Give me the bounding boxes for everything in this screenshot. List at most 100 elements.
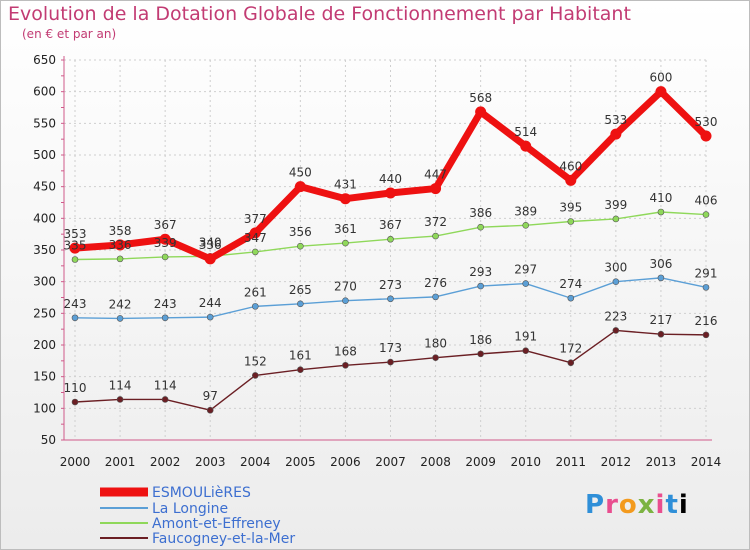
data-point	[387, 295, 394, 303]
data-label: 114	[154, 378, 177, 392]
data-point	[477, 223, 484, 231]
x-tick-label: 2011	[556, 455, 587, 469]
data-point	[342, 239, 349, 247]
data-point	[522, 222, 530, 229]
data-point	[520, 140, 532, 152]
legend-label: ESMOULièRES	[152, 485, 251, 501]
y-tick-label: 450	[33, 180, 56, 194]
data-point	[477, 282, 484, 290]
x-tick-label: 2014	[691, 455, 722, 469]
data-point	[567, 359, 575, 367]
x-tick-label: 2003	[195, 455, 226, 469]
data-label: 353	[64, 227, 87, 241]
data-point	[249, 227, 261, 239]
x-tick-label: 2004	[240, 455, 271, 469]
data-point	[297, 366, 304, 374]
data-label: 347	[244, 231, 267, 245]
data-point	[251, 248, 259, 256]
logo-letter: i	[655, 490, 666, 520]
logo-letter: t	[665, 490, 679, 520]
data-label: 291	[695, 266, 718, 280]
data-label: 335	[64, 239, 87, 253]
data-label: 356	[289, 225, 312, 239]
data-label: 361	[334, 222, 357, 236]
data-point	[387, 358, 394, 366]
data-point	[432, 293, 439, 301]
data-label: 600	[649, 71, 672, 85]
data-label: 533	[604, 113, 627, 127]
data-point	[71, 398, 79, 406]
data-label: 270	[334, 280, 357, 294]
data-point	[385, 187, 396, 199]
data-point	[297, 300, 304, 308]
y-tick-label: 350	[33, 243, 56, 257]
data-label: 265	[289, 283, 312, 297]
data-label: 367	[379, 218, 402, 232]
y-tick-label: 400	[33, 211, 56, 225]
data-point	[567, 218, 575, 225]
data-label: 173	[379, 341, 402, 355]
data-label: 243	[154, 297, 177, 311]
data-label: 244	[199, 296, 222, 310]
data-label: 161	[289, 349, 312, 363]
data-label: 243	[64, 297, 87, 311]
data-point	[655, 86, 667, 98]
y-tick-label: 100	[33, 401, 56, 415]
data-label: 389	[514, 204, 537, 218]
x-tick-label: 2010	[510, 455, 541, 469]
data-point	[612, 278, 620, 285]
data-label: 172	[559, 342, 582, 356]
data-label: 447	[424, 168, 447, 182]
data-label: 217	[649, 313, 672, 327]
data-label: 336	[199, 238, 222, 252]
data-point	[522, 280, 530, 287]
data-label: 300	[604, 261, 627, 275]
data-label: 367	[154, 218, 177, 232]
data-point	[387, 235, 394, 243]
data-label: 114	[109, 378, 132, 392]
logo-letter: x	[637, 490, 656, 520]
data-point	[339, 193, 351, 205]
data-label: 336	[109, 238, 132, 252]
data-label: 568	[469, 91, 492, 105]
data-point	[612, 215, 620, 223]
logo-letter: i	[678, 490, 689, 520]
x-tick-label: 2001	[105, 455, 136, 469]
data-point	[116, 396, 124, 403]
x-tick-label: 2013	[646, 455, 677, 469]
data-label: 110	[64, 381, 87, 395]
y-tick-label: 550	[33, 116, 56, 130]
data-point	[159, 233, 171, 245]
x-tick-label: 2000	[60, 455, 91, 469]
data-point	[657, 330, 665, 338]
data-point	[477, 350, 484, 358]
data-label: 377	[244, 212, 267, 226]
data-label: 460	[559, 159, 582, 173]
data-label: 358	[109, 224, 132, 238]
x-tick-label: 2007	[375, 455, 406, 469]
data-point	[657, 274, 665, 282]
x-tick-label: 2005	[285, 455, 316, 469]
data-point	[342, 297, 349, 304]
data-label: 406	[695, 194, 718, 208]
data-point	[567, 294, 575, 302]
data-label: 530	[695, 115, 718, 129]
data-label: 340	[199, 235, 222, 249]
data-point	[71, 256, 79, 263]
data-label: 186	[469, 333, 492, 347]
data-point	[432, 354, 439, 361]
data-point	[612, 327, 620, 334]
data-point	[475, 106, 487, 118]
data-point	[251, 303, 259, 310]
data-label: 514	[514, 125, 537, 139]
data-point	[702, 211, 710, 218]
proxiti-logo: Proxiti	[585, 490, 689, 520]
data-point	[565, 174, 577, 186]
data-label: 386	[469, 206, 492, 220]
data-label: 440	[379, 172, 402, 186]
data-point	[114, 239, 126, 251]
data-point	[294, 181, 306, 193]
data-label: 273	[379, 278, 402, 292]
y-tick-label: 500	[33, 148, 56, 162]
